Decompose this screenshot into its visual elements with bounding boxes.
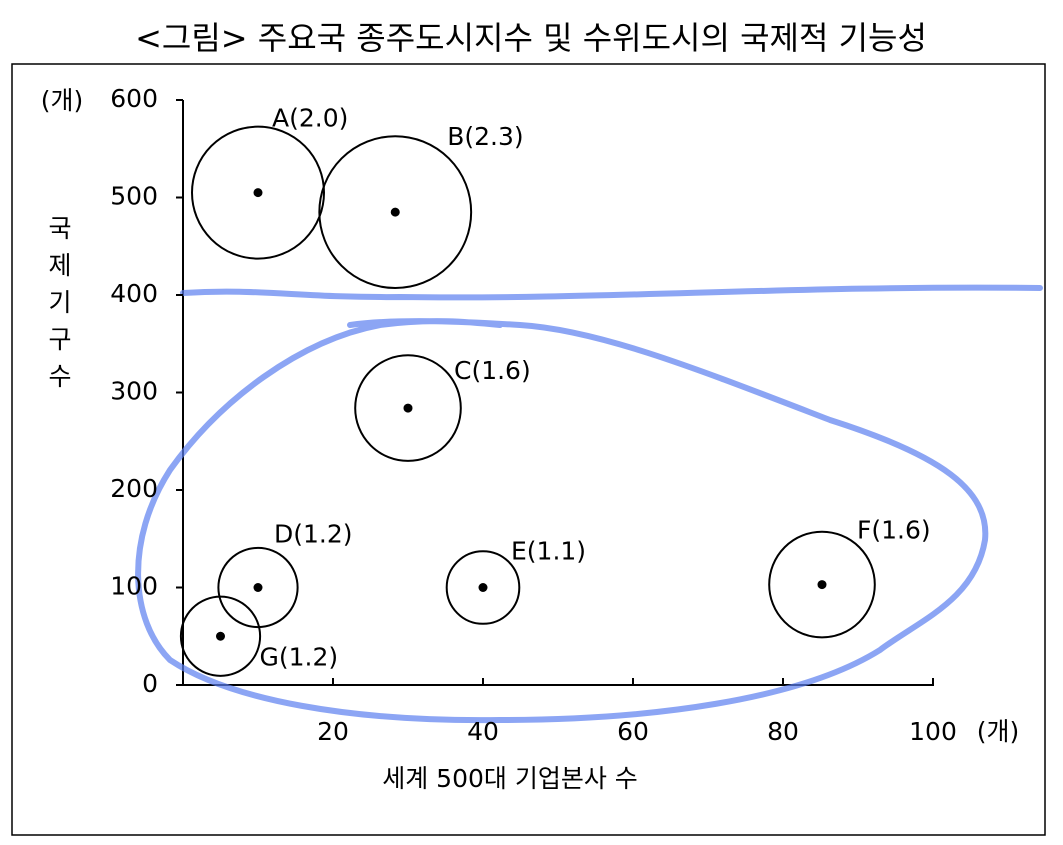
y-tick-label: 600 [110, 84, 158, 113]
bubble [354, 354, 462, 462]
bubble-label: F(1.6) [857, 516, 931, 545]
bubble-label: G(1.2) [260, 642, 339, 671]
x-tick-label: 100 [909, 717, 957, 746]
bubble [179, 595, 262, 677]
x-tick-label: 40 [467, 717, 499, 746]
bubble-center [390, 207, 400, 217]
y-tick-label: 400 [110, 279, 158, 308]
y-tick-label: 500 [110, 182, 158, 211]
y-unit: (개) [41, 86, 84, 115]
x-axis-label: 세계 500대 기업본사 수 [382, 764, 638, 793]
y-tick-label: 100 [110, 572, 158, 601]
bubble-center [253, 583, 263, 592]
bubble-label: A(2.0) [272, 104, 348, 133]
bubble-center [216, 631, 225, 641]
x-tick-label: 80 [767, 717, 799, 746]
bubble-center [817, 580, 827, 590]
bubble [768, 530, 876, 639]
y-axis-label: 국제기구수 [44, 215, 73, 400]
bubble-label: E(1.1) [511, 537, 586, 566]
y-tick-label: 200 [110, 474, 158, 503]
bubble-center [478, 583, 488, 592]
bubble [318, 135, 473, 290]
pen-stroke [180, 284, 1043, 301]
pen-stroke [135, 318, 989, 724]
bubble-label: C(1.6) [454, 356, 531, 385]
bubble [191, 125, 325, 260]
bubble [445, 550, 521, 625]
y-tick-label: 0 [142, 669, 158, 698]
chart-title: <그림> 주요국 종주도시지수 및 수위도시의 국제적 기능성 [135, 19, 927, 57]
bubble-center [253, 188, 263, 198]
y-tick-label: 300 [110, 377, 158, 406]
frame [11, 63, 1046, 836]
bubble-center [403, 403, 413, 413]
x-tick-label: 20 [317, 717, 349, 746]
x-unit: (개) [977, 717, 1020, 746]
bubble-label: B(2.3) [447, 122, 523, 151]
x-tick-label: 60 [617, 717, 649, 746]
bubble [217, 546, 299, 629]
bubble-label: D(1.2) [274, 520, 353, 549]
